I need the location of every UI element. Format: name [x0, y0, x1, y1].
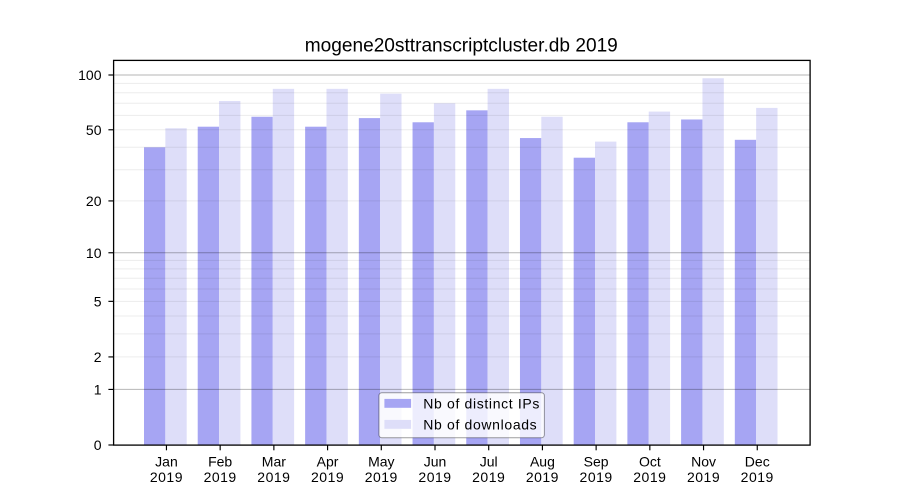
svg-text:Jul: Jul: [480, 454, 498, 470]
svg-text:20: 20: [86, 193, 102, 209]
svg-text:100: 100: [78, 67, 102, 83]
svg-text:50: 50: [86, 122, 102, 138]
svg-text:2019: 2019: [633, 469, 666, 485]
svg-text:2019: 2019: [741, 469, 774, 485]
svg-text:mogene20sttranscriptcluster.db: mogene20sttranscriptcluster.db 2019: [305, 35, 618, 56]
svg-text:2019: 2019: [580, 469, 613, 485]
svg-text:Apr: Apr: [317, 454, 339, 470]
svg-text:May: May: [368, 454, 394, 470]
svg-text:2019: 2019: [687, 469, 720, 485]
svg-text:2019: 2019: [150, 469, 183, 485]
svg-text:Oct: Oct: [639, 454, 661, 470]
svg-text:Mar: Mar: [262, 454, 286, 470]
svg-text:Sep: Sep: [584, 454, 609, 470]
svg-text:2019: 2019: [365, 469, 398, 485]
svg-text:1: 1: [94, 381, 102, 397]
svg-text:2019: 2019: [311, 469, 344, 485]
svg-text:10: 10: [86, 245, 102, 261]
svg-text:5: 5: [94, 293, 102, 309]
svg-text:2: 2: [94, 349, 102, 365]
svg-text:Aug: Aug: [530, 454, 555, 470]
svg-text:Jun: Jun: [424, 454, 447, 470]
svg-text:Jan: Jan: [155, 454, 178, 470]
svg-text:Nb of distinct IPs: Nb of distinct IPs: [423, 396, 540, 412]
svg-text:Dec: Dec: [745, 454, 770, 470]
svg-text:2019: 2019: [204, 469, 237, 485]
svg-text:Feb: Feb: [208, 454, 232, 470]
svg-text:0: 0: [94, 437, 102, 453]
svg-text:Nov: Nov: [691, 454, 716, 470]
svg-text:2019: 2019: [257, 469, 290, 485]
svg-text:2019: 2019: [472, 469, 505, 485]
svg-text:2019: 2019: [418, 469, 451, 485]
svg-text:2019: 2019: [526, 469, 559, 485]
svg-text:Nb of downloads: Nb of downloads: [423, 417, 537, 433]
